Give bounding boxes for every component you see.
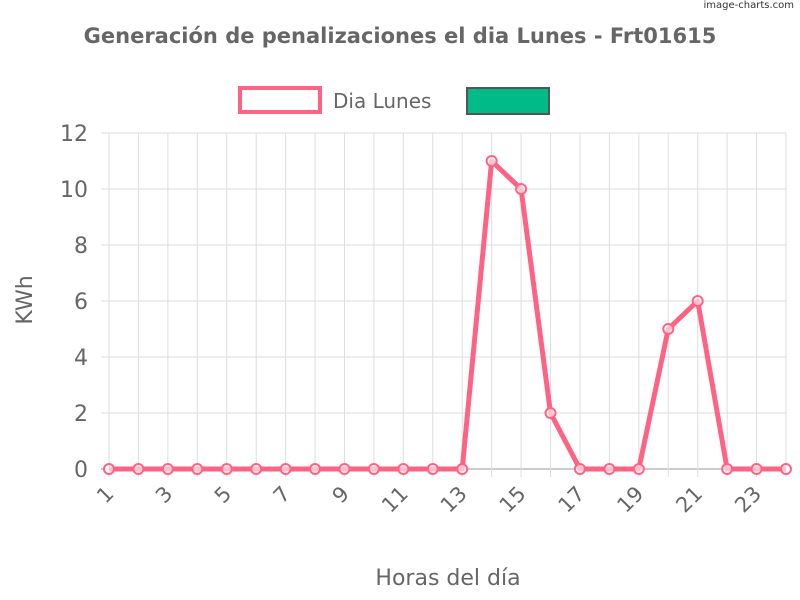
x-tick-label: 21 <box>671 482 707 518</box>
data-point <box>485 155 498 167</box>
x-tick-label: 3 <box>151 482 177 508</box>
data-point <box>103 463 115 475</box>
y-tick-label: 12 <box>60 122 88 147</box>
y-tick-label: 8 <box>74 234 88 259</box>
y-tick-label: 0 <box>74 458 88 483</box>
y-tick-label: 4 <box>74 346 88 371</box>
data-point <box>191 463 204 475</box>
x-tick-label: 5 <box>210 482 236 508</box>
watermark: image-charts.com <box>703 0 795 11</box>
data-point <box>161 463 174 475</box>
data-point <box>603 463 616 475</box>
data-point <box>220 463 233 475</box>
x-tick-label: 9 <box>328 482 354 508</box>
chart-title: Generación de penalizaciones el dia Lune… <box>84 24 717 48</box>
y-tick-label: 6 <box>74 290 88 315</box>
data-point <box>338 463 351 475</box>
y-axis-ticks: 0 2 4 6 8 10 12 <box>60 122 88 483</box>
legend-swatch-dia-lunes <box>238 86 322 114</box>
x-tick-label: 15 <box>495 482 531 518</box>
data-point <box>544 407 557 419</box>
data-point <box>573 463 586 475</box>
data-point <box>780 463 792 475</box>
x-tick-label: 11 <box>377 482 413 518</box>
series-line <box>109 158 786 472</box>
y-tick-label: 2 <box>74 402 88 427</box>
data-point <box>367 463 380 475</box>
data-point <box>132 463 145 475</box>
data-point <box>721 463 734 475</box>
data-point <box>309 463 322 475</box>
data-point <box>632 463 645 475</box>
y-tick-label: 10 <box>60 178 88 203</box>
x-tick-label: 1 <box>92 482 118 508</box>
y-axis-label: KWh <box>13 275 38 324</box>
data-point <box>691 295 704 307</box>
x-tick-label: 19 <box>612 482 648 518</box>
data-point <box>750 463 763 475</box>
legend-swatch-unnamed <box>466 87 550 115</box>
data-point <box>397 463 410 475</box>
data-point <box>279 463 292 475</box>
data-point <box>456 463 469 475</box>
data-point <box>515 183 528 195</box>
x-tick-label: 17 <box>554 482 590 518</box>
x-tick-label: 23 <box>730 482 766 518</box>
data-point <box>250 463 263 475</box>
data-point <box>426 463 439 475</box>
x-axis-label: Horas del día <box>375 566 520 591</box>
x-axis-ticks: 1 3 5 7 9 11 13 15 17 19 21 23 <box>92 482 766 518</box>
series-dia-lunes <box>103 155 792 475</box>
legend: Dia Lunes <box>238 86 550 115</box>
legend-label-dia-lunes: Dia Lunes <box>333 89 431 113</box>
grid-lines <box>101 132 787 477</box>
x-tick-label: 7 <box>269 482 295 508</box>
data-point <box>662 323 675 335</box>
x-tick-label: 13 <box>436 482 472 518</box>
